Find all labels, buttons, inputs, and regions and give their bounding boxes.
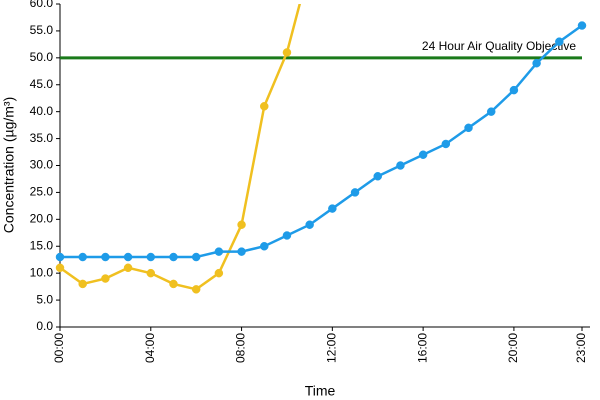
series-line bbox=[59, 4, 302, 291]
data-point bbox=[237, 220, 246, 229]
data-point bbox=[237, 247, 246, 256]
plot-area bbox=[55, 4, 587, 294]
data-point bbox=[577, 21, 587, 30]
y-tick-label: 60.0 bbox=[30, 0, 54, 10]
data-point bbox=[555, 37, 564, 46]
y-tick-label: 40.0 bbox=[30, 104, 54, 118]
y-axis-label: Concentration (µg/m³) bbox=[1, 97, 17, 233]
data-point bbox=[532, 58, 541, 68]
y-tick-label: 45.0 bbox=[30, 77, 54, 91]
data-point bbox=[282, 231, 292, 240]
y-tick-label: 15.0 bbox=[30, 238, 54, 252]
data-point bbox=[441, 139, 451, 149]
data-point bbox=[486, 107, 496, 116]
threshold-label: 24 Hour Air Quality Objective bbox=[422, 39, 576, 53]
x-tick-label: 08:00 bbox=[234, 333, 248, 363]
y-tick-label: 5.0 bbox=[36, 292, 53, 306]
y-tick-label: 50.0 bbox=[30, 50, 54, 64]
data-point bbox=[191, 252, 201, 262]
data-point bbox=[396, 161, 405, 170]
data-point bbox=[350, 188, 360, 197]
data-point bbox=[260, 102, 269, 111]
data-point bbox=[101, 252, 110, 262]
data-point bbox=[169, 279, 178, 289]
data-point bbox=[123, 263, 133, 273]
data-point bbox=[78, 279, 87, 289]
series-line bbox=[60, 24, 583, 259]
x-axis-label: Time bbox=[305, 383, 336, 399]
data-point bbox=[464, 123, 473, 133]
data-point bbox=[55, 252, 65, 262]
data-point bbox=[101, 274, 110, 283]
data-point bbox=[169, 252, 178, 262]
x-tick-label: 23:00 bbox=[574, 333, 588, 363]
data-point bbox=[328, 204, 337, 213]
data-point bbox=[123, 252, 133, 262]
data-point bbox=[55, 263, 65, 273]
data-point bbox=[373, 172, 382, 181]
data-point bbox=[509, 85, 519, 95]
x-tick-label: 20:00 bbox=[506, 333, 520, 363]
x-tick-label: 04:00 bbox=[143, 333, 157, 363]
x-tick-label: 00:00 bbox=[52, 333, 66, 363]
data-point bbox=[214, 268, 224, 278]
data-point bbox=[214, 247, 224, 256]
x-tick-label: 16:00 bbox=[415, 333, 429, 363]
data-point bbox=[191, 285, 201, 294]
y-tick-label: 25.0 bbox=[30, 185, 54, 199]
x-tick-label: 12:00 bbox=[325, 333, 339, 363]
y-tick-label: 35.0 bbox=[30, 131, 54, 145]
data-point bbox=[78, 252, 87, 262]
y-tick-label: 0.0 bbox=[36, 319, 53, 333]
data-point bbox=[146, 252, 156, 262]
data-point bbox=[418, 150, 428, 159]
data-point bbox=[146, 268, 156, 278]
data-point bbox=[260, 242, 269, 251]
data-point bbox=[282, 48, 292, 57]
y-tick-label: 20.0 bbox=[30, 212, 54, 226]
y-tick-label: 30.0 bbox=[30, 158, 54, 172]
data-point bbox=[305, 220, 314, 229]
y-tick-label: 10.0 bbox=[30, 265, 54, 279]
y-tick-label: 55.0 bbox=[30, 23, 54, 37]
